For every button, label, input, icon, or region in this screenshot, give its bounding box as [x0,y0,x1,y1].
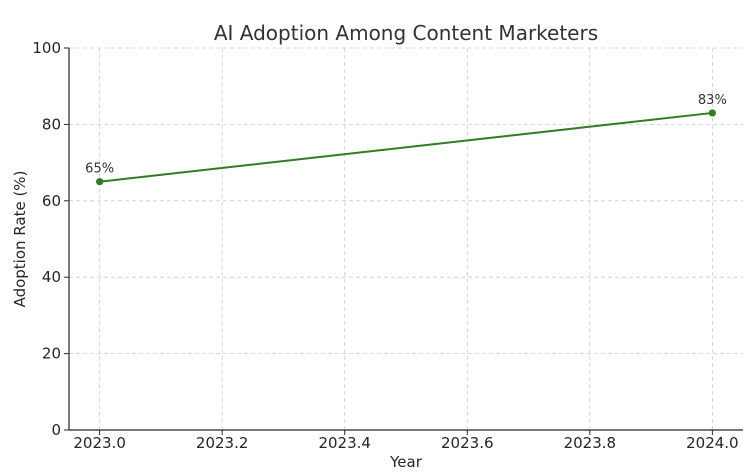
data-label: 83% [698,93,727,108]
data-point [708,109,716,117]
y-axis-label: Adoption Rate (%) [11,171,29,308]
y-tick-label: 60 [42,192,61,210]
series-layer: 65% 83% [85,93,727,186]
data-point [96,178,104,186]
x-tick-label: 2023.8 [564,434,617,452]
y-tick-label: 40 [42,268,61,286]
x-tick-label: 2024.0 [686,434,739,452]
x-tick-label: 2023.6 [441,434,494,452]
x-axis-label: Year [389,453,423,471]
x-tick-label: 2023.4 [318,434,371,452]
series-line [99,111,713,183]
y-axis-ticks: 0 20 40 60 80 100 [32,39,70,439]
x-tick-label: 2023.2 [196,434,249,452]
y-tick-label: 100 [32,39,61,57]
plot-frame [69,48,743,430]
y-tick-label: 20 [42,345,61,363]
y-tick-label: 0 [51,421,61,439]
chart-title: AI Adoption Among Content Marketers [214,21,598,45]
grid-lines [69,47,743,431]
x-tick-label: 2023.0 [73,434,126,452]
x-axis-ticks: 2023.0 2023.2 2023.4 2023.6 2023.8 2024.0 [69,429,743,452]
data-label: 65% [85,162,114,177]
y-tick-label: 80 [42,115,61,133]
